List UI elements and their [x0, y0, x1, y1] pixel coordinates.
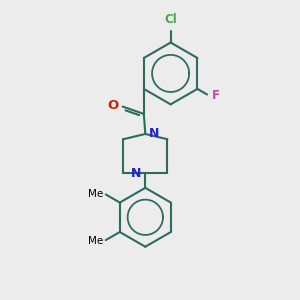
Text: N: N: [131, 167, 142, 181]
Text: Me: Me: [88, 189, 103, 199]
Text: F: F: [212, 89, 220, 103]
Text: Me: Me: [88, 236, 103, 246]
Text: N: N: [149, 127, 160, 140]
Text: O: O: [108, 100, 119, 112]
Text: Cl: Cl: [164, 13, 177, 26]
